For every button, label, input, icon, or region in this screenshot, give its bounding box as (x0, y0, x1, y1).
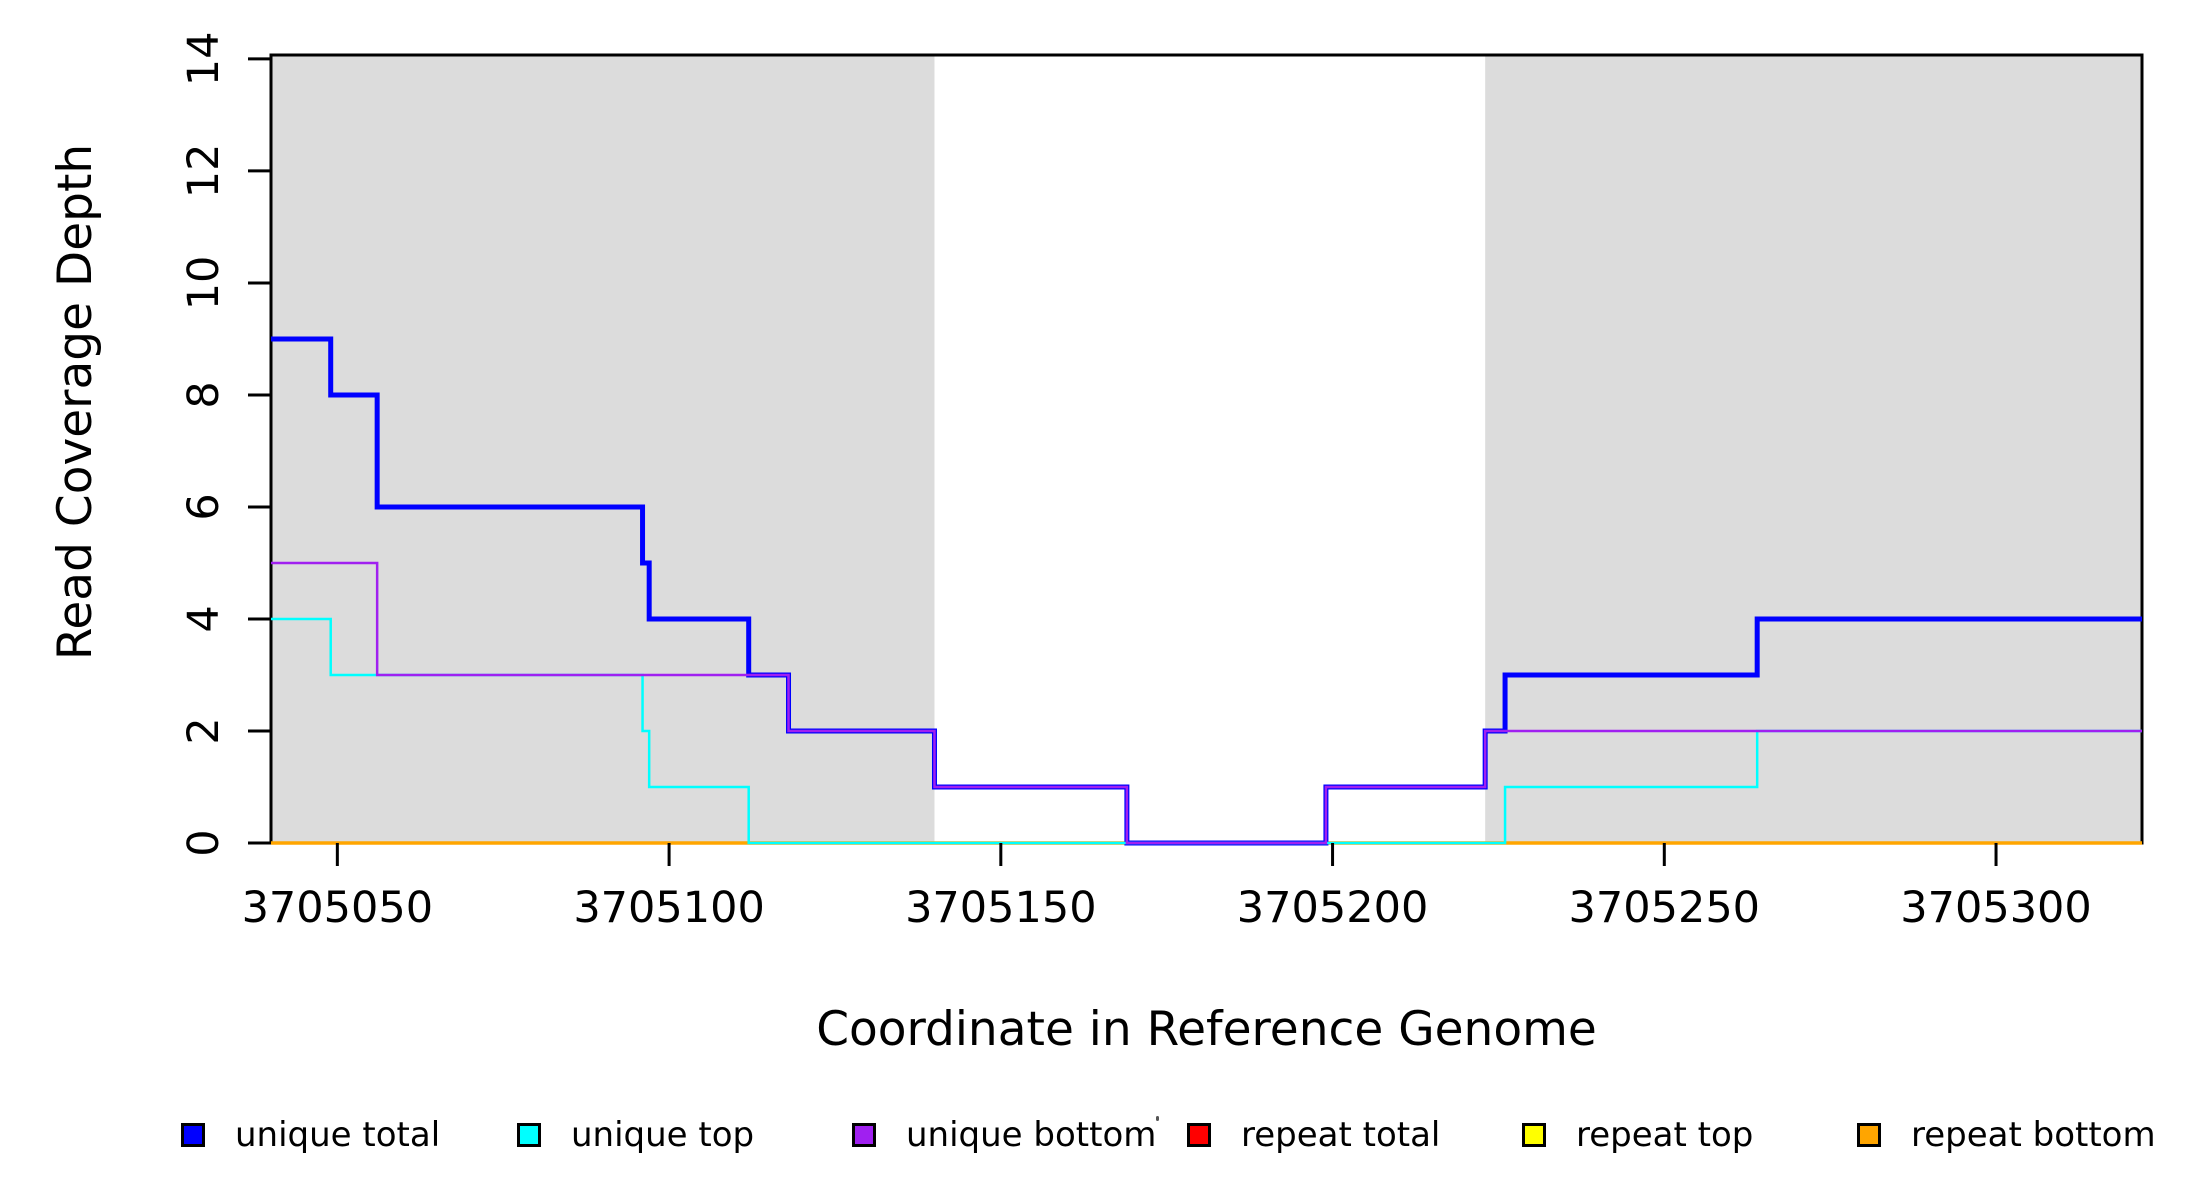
y-tick-label: 14 (179, 32, 229, 87)
y-tick-label: 0 (179, 829, 229, 856)
legend-swatch-repeat-top (1522, 1123, 1546, 1147)
legend-item-repeat-bottom: repeat bottom (1857, 1115, 2156, 1155)
legend-label: repeat total (1241, 1115, 1441, 1155)
y-tick-label: 8 (179, 381, 229, 408)
legend-swatch-repeat-bottom (1857, 1123, 1881, 1147)
x-tick-label: 3705100 (573, 883, 765, 933)
repeat-region-left (271, 55, 935, 843)
legend-item-repeat-top: repeat top (1522, 1115, 1754, 1155)
y-tick-label: 12 (179, 144, 229, 199)
y-tick-label: 6 (179, 493, 229, 520)
legend-item-repeat-total: repeat total (1187, 1115, 1441, 1155)
legend-label: unique top (571, 1115, 755, 1155)
y-tick-label: 4 (179, 605, 229, 632)
x-tick-label: 3705250 (1569, 883, 1761, 933)
legend-swatch-repeat-total (1187, 1123, 1211, 1147)
legend-item-unique-top: unique top (517, 1115, 755, 1155)
series-line-unique-bottom (271, 561, 2142, 845)
legend-label: unique total (235, 1115, 441, 1155)
legend-label: unique bottom (906, 1115, 1157, 1155)
repeat-region-right (1485, 55, 2142, 843)
y-tick-label: 10 (179, 256, 229, 311)
legend-item-unique-bottom: unique bottom (852, 1115, 1157, 1155)
x-tick-label: 3705050 (242, 883, 434, 933)
x-tick-label: 3705200 (1237, 883, 1429, 933)
x-tick-label: 3705150 (905, 883, 1097, 933)
legend-label: repeat bottom (1911, 1115, 2156, 1155)
legend-swatch-unique-total (181, 1123, 205, 1147)
legend-item-unique-total: unique total (181, 1115, 441, 1155)
x-axis-title: Coordinate in Reference Genome (816, 1002, 1597, 1057)
legend-artifact-dot (1156, 1116, 1159, 1121)
legend-swatch-unique-bottom (852, 1123, 876, 1147)
y-axis-title: Read Coverage Depth (48, 143, 103, 661)
x-tick-label: 3705300 (1900, 883, 2092, 933)
legend-swatch-unique-top (517, 1123, 541, 1147)
y-tick-label: 2 (179, 717, 229, 744)
legend-label: repeat top (1576, 1115, 1754, 1155)
